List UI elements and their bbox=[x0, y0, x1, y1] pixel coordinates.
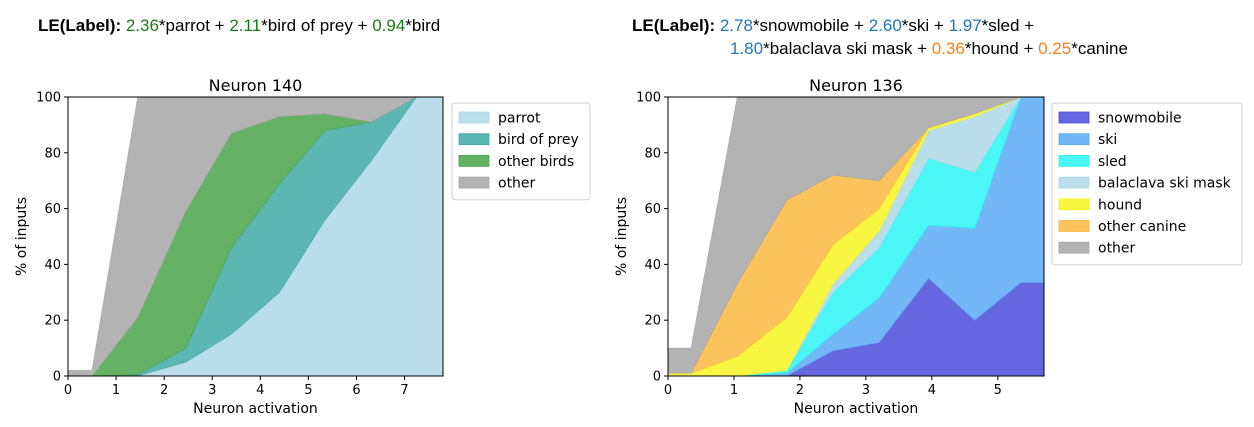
legend-swatch bbox=[458, 111, 490, 124]
legend-swatch bbox=[1058, 154, 1090, 167]
formula-term: *bird bbox=[405, 16, 441, 35]
y-tick-label: 40 bbox=[44, 258, 61, 273]
x-axis-label: Neuron activation bbox=[193, 401, 318, 417]
x-tick-label: 5 bbox=[994, 383, 1002, 398]
formula-coefficient: 2.36 bbox=[121, 16, 159, 35]
x-tick-label: 0 bbox=[64, 383, 72, 398]
legend-label: ski bbox=[1098, 132, 1117, 148]
x-tick-label: 5 bbox=[304, 383, 312, 398]
right-formula: LE(Label): 2.78*snowmobile + 2.60*ski + … bbox=[632, 15, 1034, 37]
x-tick-label: 6 bbox=[352, 383, 360, 398]
chart-title: Neuron 140 bbox=[209, 76, 303, 95]
y-tick-label: 0 bbox=[653, 370, 661, 385]
formula-coefficient: 1.80 bbox=[730, 39, 764, 58]
legend-swatch bbox=[1058, 241, 1090, 254]
formula-coefficient: 0.94 bbox=[372, 16, 406, 35]
legend-swatch bbox=[458, 154, 490, 167]
legend-swatch bbox=[1058, 220, 1090, 232]
legend-box bbox=[451, 102, 591, 201]
formula-coefficient: 2.78 bbox=[715, 16, 753, 35]
left-formula-prefix: LE(Label): bbox=[38, 16, 122, 35]
y-tick-label: 60 bbox=[644, 202, 661, 217]
formula-term: *parrot + bbox=[158, 16, 230, 35]
legend-swatch bbox=[1058, 198, 1090, 211]
x-tick-label: 3 bbox=[862, 383, 870, 398]
legend-label: snowmobile bbox=[1098, 111, 1182, 127]
legend-label: other bbox=[1098, 241, 1136, 257]
legend-swatch bbox=[1058, 111, 1090, 124]
formula-term: *balaclava ski mask + bbox=[763, 39, 932, 58]
formula-coefficient: 0.25 bbox=[1038, 39, 1072, 58]
legend-label: hound bbox=[1098, 197, 1142, 213]
x-tick-label: 4 bbox=[928, 383, 936, 398]
legend-swatch bbox=[1058, 176, 1090, 189]
right-formula-line2: 1.80*balaclava ski mask + 0.36*hound + 0… bbox=[730, 38, 1128, 60]
legend-swatch bbox=[458, 176, 490, 189]
legend-label: bird of prey bbox=[498, 132, 579, 148]
y-axis-label: % of inputs bbox=[614, 197, 630, 276]
legend-label: balaclava ski mask bbox=[1098, 176, 1232, 192]
legend-label: other bbox=[498, 176, 536, 192]
right-formula-prefix: LE(Label): bbox=[632, 16, 716, 35]
x-tick-label: 7 bbox=[400, 383, 408, 398]
x-tick-label: 1 bbox=[730, 383, 738, 398]
left-formula: LE(Label): 2.36*parrot + 2.11*bird of pr… bbox=[38, 15, 440, 37]
y-tick-label: 60 bbox=[44, 202, 61, 217]
y-tick-label: 40 bbox=[644, 258, 661, 273]
formula-coefficient: 0.36 bbox=[931, 39, 965, 58]
formula-coefficient: 2.11 bbox=[229, 16, 262, 35]
y-tick-label: 0 bbox=[53, 370, 61, 385]
chart-1: 0 1 2 3 4 5 6 7 0 20 40 60 80 100 Neuron 140 Neuron act… bbox=[14, 76, 591, 417]
y-tick-label: 80 bbox=[644, 146, 661, 161]
legend-label: other birds bbox=[498, 154, 574, 170]
y-tick-label: 20 bbox=[644, 314, 661, 329]
formula-term: *sled + bbox=[981, 16, 1035, 35]
chart-2: 0 1 2 3 4 5 0 20 40 60 80 100 Neuron 136 Neuron activ… bbox=[614, 76, 1243, 417]
plot-frame bbox=[67, 96, 444, 377]
formula-term: *hound + bbox=[964, 39, 1039, 58]
formula-coefficient: 1.97 bbox=[948, 16, 982, 35]
plot-frame bbox=[667, 96, 1045, 377]
x-tick-label: 3 bbox=[208, 383, 216, 398]
formula-term: *ski + bbox=[901, 16, 949, 35]
x-tick-label: 2 bbox=[796, 383, 804, 398]
formula-term: *snowmobile + bbox=[752, 16, 869, 35]
legend-label: sled bbox=[1098, 154, 1127, 170]
legend-label: other canine bbox=[1098, 219, 1186, 235]
x-tick-label: 0 bbox=[664, 383, 672, 398]
y-tick-label: 80 bbox=[44, 146, 61, 161]
legend-label: parrot bbox=[498, 111, 541, 127]
y-tick-label: 100 bbox=[636, 91, 661, 106]
y-axis-label: % of inputs bbox=[14, 197, 30, 276]
x-axis-label: Neuron activation bbox=[794, 401, 919, 417]
y-tick-label: 20 bbox=[44, 314, 61, 329]
legend-box bbox=[1051, 102, 1243, 266]
x-tick-label: 2 bbox=[160, 383, 168, 398]
formula-term: *canine bbox=[1071, 39, 1128, 58]
legend-swatch bbox=[1058, 133, 1090, 146]
legend-swatch bbox=[458, 133, 490, 146]
y-tick-label: 100 bbox=[36, 91, 61, 106]
x-tick-label: 1 bbox=[112, 383, 120, 398]
formula-coefficient: 2.60 bbox=[868, 16, 902, 35]
formula-term: *bird of prey + bbox=[261, 16, 373, 35]
chart-title: Neuron 136 bbox=[809, 76, 903, 95]
x-tick-label: 4 bbox=[256, 383, 264, 398]
